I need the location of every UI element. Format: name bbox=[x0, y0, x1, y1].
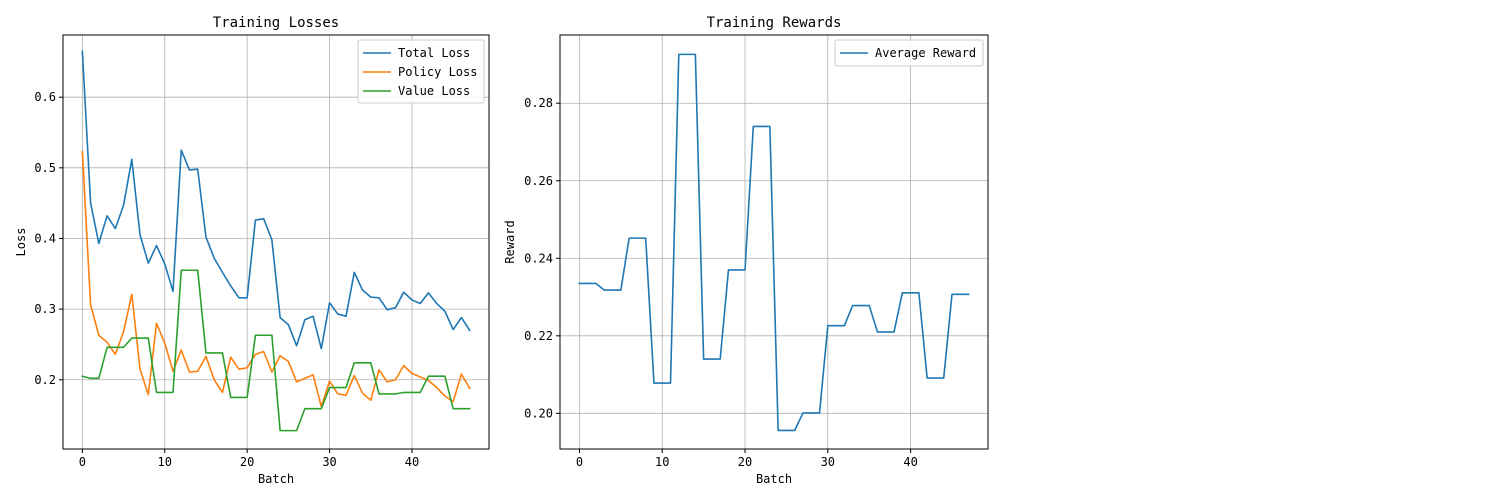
x-tick-label: 40 bbox=[405, 455, 419, 469]
x-tick-label: 30 bbox=[322, 455, 336, 469]
series-line-value-loss bbox=[81, 269, 471, 432]
chart-title: Training Losses bbox=[213, 15, 339, 31]
plot-area: 0 10 20 30 40 0.20 0.22 0.24 0.26 0.28 bbox=[524, 34, 989, 469]
y-tick-label: 0.20 bbox=[524, 406, 553, 420]
x-tick-label: 20 bbox=[738, 455, 752, 469]
y-tick-label: 0.2 bbox=[34, 373, 56, 387]
y-tick-label: 0.28 bbox=[524, 96, 553, 110]
y-tick-label: 0.24 bbox=[524, 251, 553, 265]
axes-frame bbox=[62, 34, 490, 450]
chart-title: Training Rewards bbox=[707, 15, 842, 31]
x-axis-label: Batch bbox=[258, 472, 294, 486]
y-axis-label: Loss bbox=[14, 228, 28, 257]
y-tick-label: 0.22 bbox=[524, 329, 553, 343]
series-line-policy-loss bbox=[81, 150, 471, 408]
legend-label: Total Loss bbox=[398, 46, 470, 60]
legend-label: Value Loss bbox=[398, 84, 470, 98]
legend-box bbox=[357, 39, 485, 104]
x-tick-label: 20 bbox=[240, 455, 254, 469]
legend-box bbox=[834, 39, 984, 67]
x-tick-label: 0 bbox=[79, 455, 86, 469]
x-tick-label: 10 bbox=[655, 455, 669, 469]
series-line-total-loss bbox=[81, 50, 471, 350]
x-tick-label: 10 bbox=[158, 455, 172, 469]
legend-label: Policy Loss bbox=[398, 65, 477, 79]
axes-frame bbox=[559, 34, 989, 450]
y-tick-label: 0.4 bbox=[34, 231, 56, 245]
chart-training-losses: 0 10 20 30 40 0.2 0.3 0.4 0.5 0.6 Training Losses… bbox=[14, 15, 490, 486]
legend: Average Reward bbox=[834, 39, 984, 67]
x-tick-label: 30 bbox=[821, 455, 835, 469]
y-tick-label: 0.5 bbox=[34, 161, 56, 175]
legend: Total Loss Policy Loss Value Loss bbox=[357, 39, 485, 104]
y-tick-label: 0.3 bbox=[34, 302, 56, 316]
x-tick-label: 40 bbox=[903, 455, 917, 469]
chart-training-rewards: 0 10 20 30 40 0.20 0.22 0.24 0.26 0.28 Training R… bbox=[503, 15, 989, 486]
plot-area: 0 10 20 30 40 0.2 0.3 0.4 0.5 0.6 bbox=[34, 34, 490, 469]
y-tick-label: 0.6 bbox=[34, 90, 56, 104]
x-tick-label: 0 bbox=[576, 455, 583, 469]
x-axis-label: Batch bbox=[756, 472, 792, 486]
series-line-average-reward bbox=[578, 53, 970, 432]
legend-label: Average Reward bbox=[875, 46, 976, 60]
y-axis-label: Reward bbox=[503, 220, 517, 263]
y-tick-label: 0.26 bbox=[524, 174, 553, 188]
